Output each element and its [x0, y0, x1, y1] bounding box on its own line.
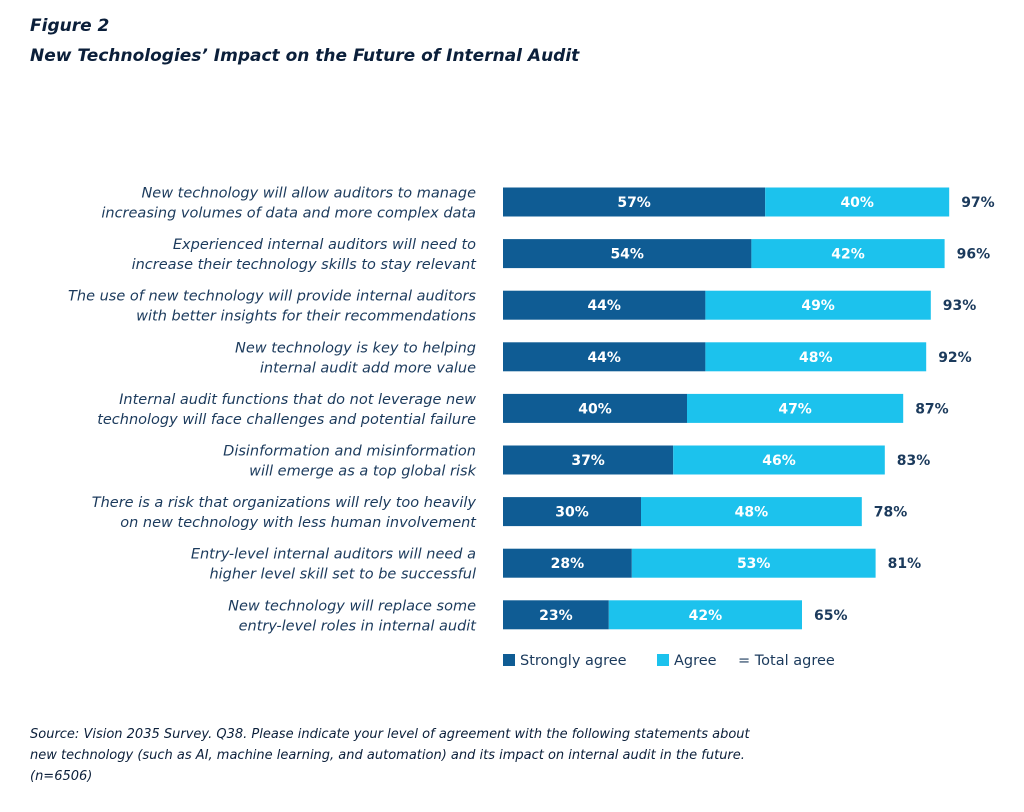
bar-strongly-agree: [503, 342, 706, 372]
bar-agree: [705, 290, 931, 320]
agree-value-label: 47%: [778, 401, 812, 417]
stacked-bar-chart: New technology will allow auditors to ma…: [68, 186, 995, 670]
legend-swatch-strongly-agree: [503, 654, 515, 666]
figure-title: New Technologies’ Impact on the Future o…: [30, 46, 580, 66]
bar-agree: [687, 393, 904, 423]
legend-swatch-agree: [657, 654, 669, 666]
category-label: internal audit add more value: [260, 360, 476, 376]
strongly-agree-value-label: 54%: [610, 247, 644, 263]
category-label: with better insights for their recommend…: [136, 309, 476, 325]
bar-agree: [765, 187, 950, 217]
category-label: will emerge as a top global risk: [249, 464, 477, 480]
category-label: increasing volumes of data and more comp…: [101, 206, 476, 222]
bar-strongly-agree: [503, 187, 766, 217]
strongly-agree-value-label: 44%: [587, 350, 621, 366]
bar-strongly-agree: [503, 497, 641, 527]
agree-value-label: 48%: [735, 505, 769, 521]
bar-agree: [673, 445, 885, 475]
category-label: The use of new technology will provide i…: [68, 289, 476, 305]
source-note: Source: Vision 2035 Survey. Q38. Please …: [30, 727, 750, 784]
category-label: There is a risk that organizations will …: [92, 495, 477, 511]
bar-strongly-agree: [503, 548, 632, 578]
agree-value-label: 53%: [737, 556, 771, 572]
bar-agree: [641, 497, 862, 527]
agree-value-label: 42%: [831, 247, 865, 263]
total-agree-value-label: 93%: [943, 298, 977, 314]
legend-label-agree: Agree: [674, 653, 717, 669]
category-label: Disinformation and misinformation: [223, 444, 476, 460]
strongly-agree-value-label: 23%: [539, 608, 573, 624]
agree-value-label: 40%: [840, 195, 874, 211]
total-agree-value-label: 97%: [961, 195, 995, 211]
category-label: New technology will replace some: [228, 598, 476, 614]
bar-agree: [705, 342, 927, 372]
agree-value-label: 49%: [801, 298, 835, 314]
bar-strongly-agree: [503, 290, 706, 320]
bar-strongly-agree: [503, 445, 674, 475]
agree-value-label: 42%: [689, 608, 723, 624]
total-agree-value-label: 83%: [897, 453, 931, 469]
bar-strongly-agree: [503, 393, 687, 423]
strongly-agree-value-label: 28%: [551, 556, 585, 572]
bar-agree: [751, 239, 945, 269]
strongly-agree-value-label: 37%: [571, 453, 605, 469]
category-label: Entry-level internal auditors will need …: [191, 547, 476, 563]
total-agree-value-label: 65%: [814, 608, 848, 624]
strongly-agree-value-label: 44%: [587, 298, 621, 314]
category-label: Experienced internal auditors will need …: [173, 237, 476, 253]
total-agree-value-label: 92%: [938, 350, 972, 366]
category-label: Internal audit functions that do not lev…: [119, 392, 476, 408]
bar-agree: [631, 548, 876, 578]
category-label: New technology will allow auditors to ma…: [141, 186, 476, 202]
legend-label-strongly-agree: Strongly agree: [520, 653, 627, 669]
strongly-agree-value-label: 57%: [617, 195, 651, 211]
category-label: entry-level roles in internal audit: [239, 618, 478, 634]
bar-agree: [608, 600, 802, 630]
total-agree-value-label: 96%: [957, 247, 991, 263]
category-label: higher level skill set to be successful: [209, 567, 476, 583]
category-label: on new technology with less human involv…: [120, 515, 477, 531]
agree-value-label: 48%: [799, 350, 833, 366]
category-label: New technology is key to helping: [235, 340, 476, 356]
bar-strongly-agree: [503, 239, 752, 269]
bar-strongly-agree: [503, 600, 609, 630]
category-label: increase their technology skills to stay…: [132, 257, 478, 273]
total-agree-value-label: 87%: [915, 401, 949, 417]
figure-label: Figure 2: [30, 16, 110, 36]
legend-label-total-agree: = Total agree: [738, 653, 835, 669]
total-agree-value-label: 78%: [874, 505, 908, 521]
category-label: technology will face challenges and pote…: [97, 412, 476, 428]
strongly-agree-value-label: 40%: [578, 401, 612, 417]
total-agree-value-label: 81%: [888, 556, 922, 572]
strongly-agree-value-label: 30%: [555, 505, 589, 521]
agree-value-label: 46%: [762, 453, 796, 469]
